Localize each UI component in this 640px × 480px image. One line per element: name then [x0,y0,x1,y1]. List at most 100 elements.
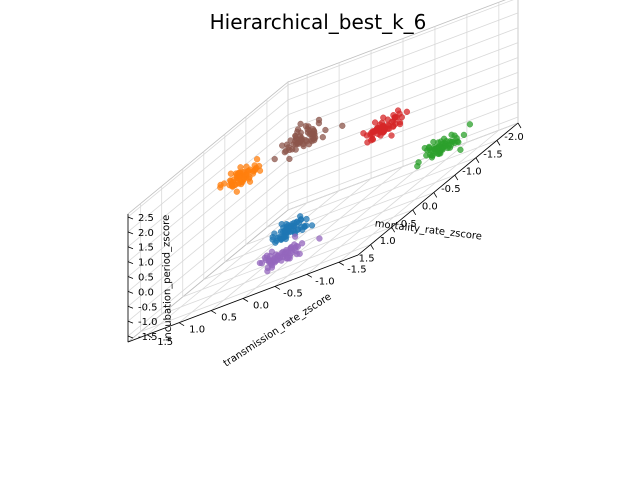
data-point-cluster-3 [363,132,370,139]
z-tick-label: -1.5 [138,332,158,343]
data-point-cluster-5 [297,120,304,128]
grid-line-y-floor [178,190,340,323]
x-tick-label: 0.5 [401,219,417,230]
data-point-cluster-5 [339,122,346,129]
grid-line-z-back [287,86,519,175]
z-tick-label: 0.0 [138,287,154,298]
data-point-cluster-0 [285,225,293,232]
data-point-cluster-5 [292,133,299,140]
data-point-cluster-1 [217,181,224,189]
data-point-cluster-2 [414,163,421,170]
data-point-cluster-5 [287,137,294,144]
y-tick-mark [210,310,217,314]
y-tick-label: -1.0 [315,276,335,287]
grid-line-y-floor [306,142,468,275]
grid-line-z-back [287,101,519,190]
data-point-cluster-5 [271,156,278,163]
grid-line-z-side [127,173,289,307]
grid-line-y-floor [338,129,500,263]
x-tick-mark [412,209,417,216]
data-point-cluster-2 [445,142,452,149]
y-tick-mark [274,286,281,290]
data-point-cluster-5 [285,144,292,151]
x-tick-mark [517,122,522,129]
z-tick-mark [127,261,134,264]
x-tick-label: -0.5 [441,184,461,195]
y-tick-label: 0.0 [253,301,269,312]
data-point-cluster-5 [300,143,307,150]
data-point-cluster-2 [466,121,474,128]
data-point-cluster-4 [258,260,266,267]
z-tick-label: -1.0 [138,317,158,328]
x-tick-mark [433,192,438,198]
data-point-cluster-5 [279,142,286,149]
grid-line-y-floor [274,154,436,287]
grid-line-z-back [287,42,519,131]
z-tick-label: 1.5 [138,243,154,254]
data-point-cluster-5 [292,146,299,153]
data-point-cluster-4 [299,240,306,247]
data-point-cluster-0 [308,222,316,229]
data-point-cluster-3 [368,137,375,144]
data-points [217,107,474,275]
data-point-cluster-2 [438,145,446,152]
data-point-cluster-2 [460,131,468,139]
data-point-cluster-2 [421,145,428,152]
data-point-cluster-4 [285,255,292,262]
data-point-cluster-0 [276,233,283,241]
data-point-cluster-3 [380,114,387,121]
data-point-cluster-0 [299,226,306,233]
data-point-cluster-2 [455,139,462,146]
data-point-cluster-3 [379,123,386,130]
chart-title: Hierarchical_best_k_6 [210,10,427,34]
data-point-cluster-4 [278,257,285,264]
z-tick-mark [127,291,134,294]
y-tick-mark [338,261,345,266]
data-point-cluster-5 [298,137,305,144]
grid-line-z-side [127,114,289,248]
y-tick-mark [178,322,185,327]
data-point-cluster-4 [265,257,272,264]
z-tick-label: 2.0 [138,228,154,239]
x-tick-mark [454,174,459,181]
data-point-cluster-1 [238,181,245,188]
data-point-cluster-2 [457,146,464,153]
data-point-cluster-5 [322,126,329,134]
data-point-cluster-4 [275,252,282,259]
grid-line-z-side [127,84,289,218]
z-tick-mark [127,216,134,220]
x-tick-mark [475,157,480,163]
y-tick-label: -1.5 [347,264,367,275]
z-tick-label: 1.0 [138,258,154,269]
data-point-cluster-4 [296,250,303,257]
data-point-cluster-1 [254,156,261,163]
x-tick-mark [496,140,501,146]
data-point-cluster-1 [256,162,263,170]
data-point-cluster-5 [312,134,319,141]
grid-line-z-back [287,0,514,86]
data-point-cluster-1 [227,170,235,177]
z-tick-label: 0.5 [138,273,154,284]
data-point-cluster-3 [396,119,403,126]
z-axis-label: incubation_period_zscore [161,215,174,342]
axis-lines [127,122,522,343]
x-tick-label: -2.0 [504,132,524,143]
z-tick-label: 2.5 [138,213,154,224]
data-point-cluster-1 [245,175,253,182]
z-tick-mark [127,305,134,309]
y-axis-label: transmission_rate_zscore [222,291,334,369]
y-tick-mark [146,334,153,339]
y-tick-mark [242,298,249,302]
data-point-cluster-4 [288,244,295,251]
data-point-cluster-1 [250,168,257,175]
data-point-cluster-1 [233,188,240,195]
z-tick-mark [127,320,134,324]
y-tick-label: 1.5 [157,337,173,348]
z-tick-mark [127,335,134,339]
x-tick-mark [391,227,396,233]
data-point-cluster-1 [232,181,239,188]
data-point-cluster-0 [303,215,310,223]
data-point-cluster-4 [264,268,271,275]
grid-line-z-side [127,129,289,262]
